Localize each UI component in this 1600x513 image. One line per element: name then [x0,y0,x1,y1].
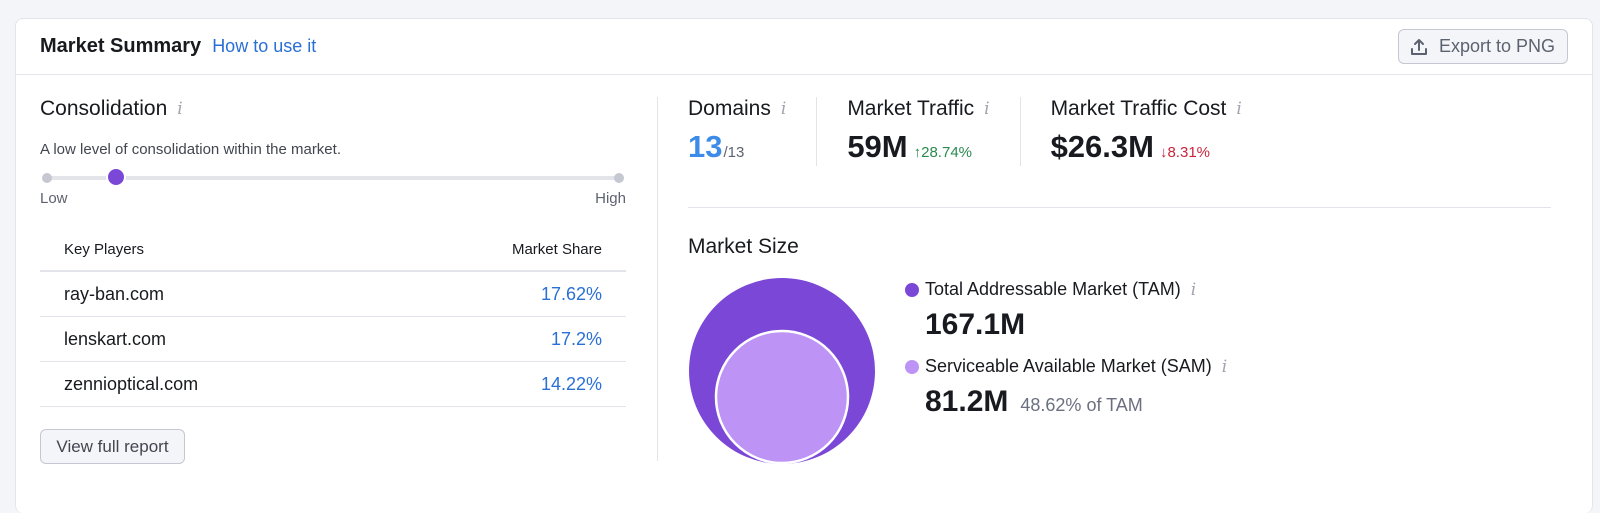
metric-cost: Market Traffic Cost i $26.3M ↓8.31% [1019,97,1272,166]
col-key-players: Key Players [64,241,145,258]
tam-dot [905,282,919,297]
domains-label: Domains [688,97,771,120]
upload-icon [1410,38,1427,55]
traffic-value-group: 59M ↑28.74% [847,129,989,165]
metric-traffic-label: Market Traffic i [847,97,989,121]
consolidation-panel: Consolidation i A low level of consolida… [40,97,626,464]
panel-divider [657,97,658,461]
tam-value: 167.1M [925,308,1026,341]
traffic-delta: ↑28.74% [913,144,972,161]
traffic-value: 59M [847,129,908,164]
export-label: Export to PNG [1438,36,1555,56]
consolidation-title: Consolidation i [40,97,626,121]
table-row: ray-ban.com 17.62% [40,272,626,317]
sam-note: 48.62% of TAM [1020,395,1143,415]
metric-domains: Domains i 13 /13 [688,97,816,166]
player-domain: ray-ban.com [64,283,165,304]
sam-dot [905,359,919,374]
scale-labels: Low High [40,190,626,207]
table-header: Key Players Market Share [40,241,626,272]
consolidation-scale [40,169,626,194]
sam-circle [714,329,850,465]
info-icon[interactable]: i [1221,356,1228,377]
export-png-button[interactable]: Export to PNG [1397,29,1568,64]
card-title: Market Summary [40,35,202,57]
card-header: Market Summary How to use it Export to P… [16,19,1592,75]
metrics-divider [688,207,1551,208]
metric-cost-label: Market Traffic Cost i [1051,97,1242,121]
tam-label: Total Addressable Market (TAM) [925,279,1181,299]
scale-high-dot [614,173,624,183]
market-size-venn [689,278,875,465]
sam-value: 81.2M [925,385,1009,418]
metric-domains-label: Domains i [688,97,786,121]
table-row: zennioptical.com 14.22% [40,362,626,407]
sam-value-group: 81.2M 48.62% of TAM [925,385,1227,419]
info-icon[interactable]: i [1236,99,1242,119]
tam-value-group: 167.1M [925,308,1227,342]
scale-low-dot [42,173,52,183]
col-market-share: Market Share [511,241,602,258]
key-players-table: Key Players Market Share ray-ban.com 17.… [40,241,626,407]
cost-value-group: $26.3M ↓8.31% [1051,129,1242,165]
player-domain: lenskart.com [64,328,167,349]
metrics-panel: Domains i 13 /13 Market Traffic i 59M ↑2… [688,97,1551,465]
player-share[interactable]: 17.62% [540,283,602,304]
market-summary-card: Market Summary How to use it Export to P… [15,18,1593,513]
sam-legend: Serviceable Available Market (SAM) i [905,356,1227,377]
consolidation-description: A low level of consolidation within the … [40,141,341,158]
domains-value[interactable]: 13 [688,129,723,164]
info-icon[interactable]: i [780,99,787,119]
domains-value-group: 13 /13 [688,129,786,165]
metric-traffic: Market Traffic i 59M ↑28.74% [816,97,1019,166]
how-to-use-link[interactable]: How to use it [212,36,317,56]
consolidation-title-text: Consolidation [40,97,168,120]
cost-value: $26.3M [1050,129,1154,164]
player-share[interactable]: 17.2% [550,328,602,349]
metrics-row: Domains i 13 /13 Market Traffic i 59M ↑2… [688,97,1551,166]
sam-label: Serviceable Available Market (SAM) [925,356,1212,376]
scale-track [47,176,619,180]
info-icon[interactable]: i [177,99,183,119]
traffic-label: Market Traffic [847,97,975,120]
scale-high-label: High [595,190,626,207]
tam-legend: Total Addressable Market (TAM) i [905,279,1227,300]
scale-low-label: Low [40,190,68,207]
market-size-legend: Total Addressable Market (TAM) i 167.1M … [905,279,1227,419]
market-size-title: Market Size [688,235,799,258]
view-full-report-button[interactable]: View full report [40,429,185,464]
cost-delta: ↓8.31% [1159,144,1211,161]
domains-total: /13 [723,144,745,161]
cost-label: Market Traffic Cost [1050,97,1227,120]
info-icon[interactable]: i [984,99,990,119]
player-share[interactable]: 14.22% [540,373,602,394]
scale-indicator [108,169,125,185]
info-icon[interactable]: i [1190,279,1197,300]
player-domain: zennioptical.com [64,373,199,394]
table-row: lenskart.com 17.2% [40,317,626,362]
